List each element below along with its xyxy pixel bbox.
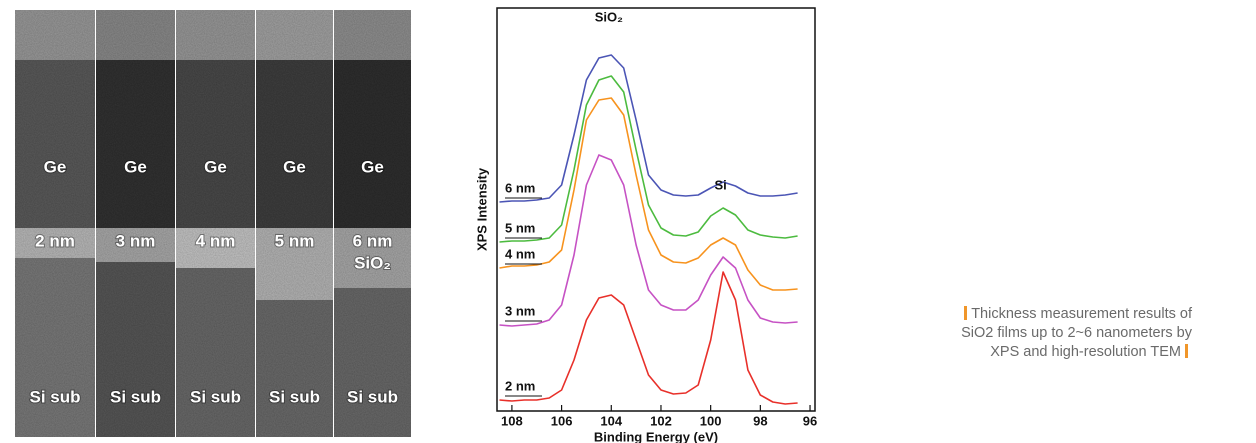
tem-oxide-label: 2 nm <box>35 231 75 250</box>
series-label: 3 nm <box>505 303 535 318</box>
spectrum-line <box>499 54 798 203</box>
tem-panel <box>96 10 175 437</box>
tem-oxide-layer <box>334 228 411 288</box>
x-tick-label: 106 <box>551 413 573 428</box>
tem-substrate <box>96 262 175 437</box>
x-tick-label: 98 <box>753 413 767 428</box>
series-label: 4 nm <box>505 246 535 261</box>
tem-oxide-label: 3 nm <box>116 231 156 250</box>
tem-oxide-layer <box>256 228 333 300</box>
spectrum-line <box>499 154 798 327</box>
tem-top-layer <box>96 10 175 60</box>
tem-top-layer <box>176 10 255 60</box>
tem-oxide-layer <box>15 228 95 258</box>
plot-frame <box>496 7 816 412</box>
tem-panel <box>256 10 333 437</box>
tem-panels: Ge 2 nm Si sub Ge 3 nm Si sub Ge 4 nm Si sub Ge 5 … <box>15 10 411 437</box>
tem-oxide-label: 5 nm <box>275 231 315 250</box>
tem-substrate-label: Si sub <box>190 387 241 406</box>
tem-layer-label: Ge <box>124 157 147 176</box>
tem-substrate <box>15 258 95 437</box>
tem-layer-label: Ge <box>204 157 227 176</box>
tem-substrate-label: Si sub <box>110 387 161 406</box>
x-tick-label: 104 <box>600 413 622 428</box>
caption: Thickness measurement results of SiO2 fi… <box>940 305 1192 362</box>
tem-top-layer <box>334 10 411 60</box>
tem-oxide-layer <box>176 228 255 268</box>
spectrum-line <box>499 271 798 405</box>
tem-substrate <box>176 268 255 437</box>
x-axis-label: Binding Energy (eV) <box>594 429 718 443</box>
x-tick-label: 108 <box>501 413 523 428</box>
series-label: 2 nm <box>505 378 535 393</box>
tem-ge-layer <box>256 60 333 228</box>
tem-substrate <box>334 288 411 437</box>
tem-layer-label: Ge <box>283 157 306 176</box>
tem-layer-label: Ge <box>44 157 67 176</box>
xps-chart: 108 106 104 102 100 98 96 Binding Energy (eV) XP… <box>474 7 817 443</box>
series-label: 6 nm <box>505 180 535 195</box>
tem-ge-layer <box>96 60 175 228</box>
caption-text: Thickness measurement results of SiO2 fi… <box>961 306 1192 360</box>
tem-oxide-material: SiO₂ <box>354 253 391 272</box>
tem-substrate-label: Si sub <box>347 387 398 406</box>
caption-bar <box>964 306 968 320</box>
tem-top-layer <box>15 10 95 60</box>
tem-ge-layer <box>15 60 95 228</box>
tem-panel <box>176 10 255 437</box>
tem-oxide-label: 6 nm <box>353 231 393 250</box>
peak-label: SiO₂ <box>595 9 623 24</box>
tem-oxide-label: 4 nm <box>196 231 236 250</box>
tem-figure: Ge 2 nm Si sub Ge 3 nm Si sub Ge 4 nm Si sub Ge 5 … <box>15 10 411 437</box>
tem-top-layer <box>256 10 333 60</box>
tem-substrate-label: Si sub <box>29 387 80 406</box>
x-tick-label: 100 <box>700 413 722 428</box>
tem-oxide-layer <box>96 228 175 262</box>
tem-ge-layer <box>176 60 255 228</box>
tem-substrate-label: Si sub <box>269 387 320 406</box>
tem-panel <box>334 10 411 437</box>
spectrum-line <box>499 97 798 291</box>
x-tick-label: 102 <box>650 413 672 428</box>
tem-substrate <box>256 300 333 437</box>
tem-layer-label: Ge <box>361 157 384 176</box>
spectrum-line <box>499 75 798 243</box>
x-tick-label: 96 <box>803 413 817 428</box>
tem-ge-layer <box>334 60 411 228</box>
series-label: 5 nm <box>505 220 535 235</box>
caption-bar <box>1185 344 1188 358</box>
peak-label: Si <box>714 177 726 192</box>
tem-panel <box>15 10 95 437</box>
y-axis-label: XPS Intensity <box>474 167 489 251</box>
